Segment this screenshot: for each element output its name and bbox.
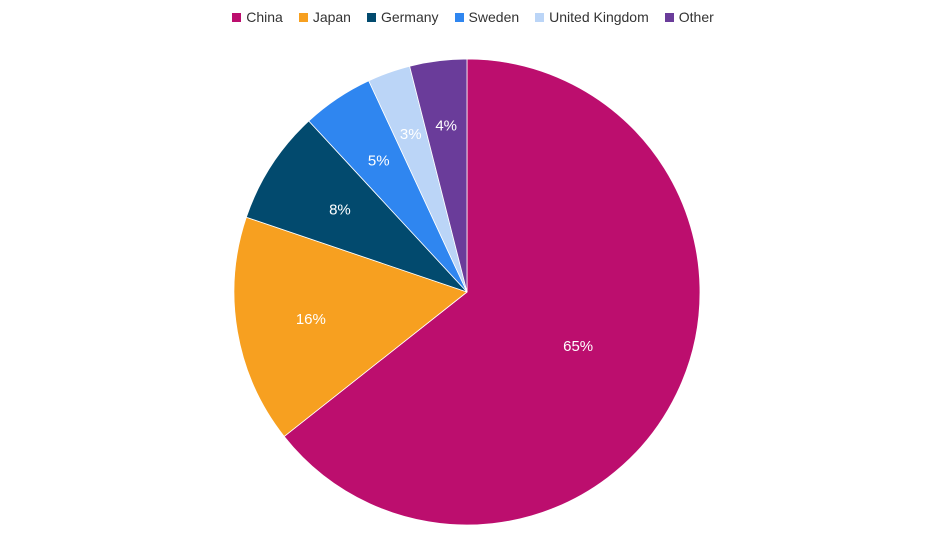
pie-slice-other: [409, 58, 468, 293]
legend-swatch: [664, 12, 674, 22]
legend-label: China: [246, 9, 283, 25]
legend-label: Japan: [312, 9, 351, 25]
data-label: 4%: [435, 118, 457, 135]
legend-label: Other: [678, 9, 714, 25]
legend-swatch: [366, 12, 376, 22]
pie-slice-japan: [233, 216, 468, 438]
legend-item: Other: [664, 9, 714, 25]
legend-label: Sweden: [468, 9, 520, 25]
legend-item: Sweden: [454, 9, 520, 25]
legend-item: Japan: [298, 9, 351, 25]
legend-label: Germany: [380, 9, 439, 25]
legend: China Japan Germany Sweden United Kingdom Oth…: [0, 9, 946, 25]
data-label: 65%: [563, 338, 593, 355]
legend-item: United Kingdom: [535, 9, 649, 25]
legend-item: Germany: [366, 9, 439, 25]
legend-swatch: [298, 12, 308, 22]
data-label: 16%: [296, 311, 326, 328]
legend-label: United Kingdom: [549, 9, 649, 25]
legend-item: China: [232, 9, 283, 25]
data-label: 5%: [368, 152, 390, 169]
pie-slice-germany: [245, 120, 468, 293]
legend-swatch: [535, 12, 545, 22]
data-label: 8%: [329, 202, 351, 219]
data-label: 3%: [400, 126, 422, 143]
legend-swatch: [232, 12, 242, 22]
pie-slice-china: [283, 58, 701, 526]
legend-swatch: [454, 12, 464, 22]
